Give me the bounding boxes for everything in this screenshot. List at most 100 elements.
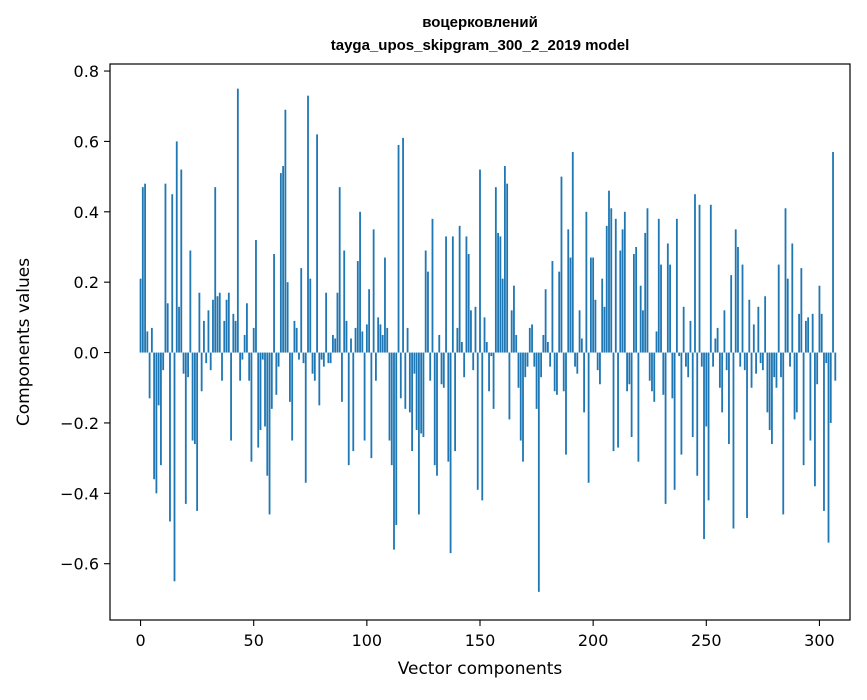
bar (304, 352, 307, 483)
bar (592, 257, 595, 353)
bar (196, 352, 199, 511)
bar (365, 324, 368, 353)
bar (343, 250, 346, 353)
bar (277, 352, 280, 367)
bar (395, 352, 398, 525)
y-tick-label: 0.2 (74, 273, 99, 292)
bar (626, 352, 628, 392)
y-tick-label: 0.6 (74, 132, 99, 151)
bar (725, 352, 728, 371)
bar (795, 352, 798, 413)
bar (632, 254, 635, 353)
bar (282, 166, 285, 353)
bar (662, 352, 665, 395)
bar (644, 232, 647, 353)
bar (687, 352, 690, 378)
bar (798, 313, 800, 353)
bar (417, 352, 420, 515)
bar (279, 173, 282, 353)
bar (820, 313, 823, 353)
bar (313, 352, 316, 381)
bar (465, 236, 468, 353)
bar (368, 289, 371, 353)
x-axis-label: Vector components (398, 659, 563, 679)
bar (700, 352, 703, 367)
bar (619, 250, 622, 353)
bar (225, 299, 228, 353)
bar (728, 352, 730, 445)
bar (216, 296, 219, 353)
bar (562, 352, 565, 392)
bar (150, 327, 153, 353)
bar (492, 352, 495, 409)
bar (646, 208, 649, 353)
bar (614, 218, 617, 353)
bar (612, 352, 615, 452)
bar (146, 331, 149, 353)
bar (508, 352, 511, 420)
y-tick-label: −0.2 (60, 414, 99, 433)
bar (232, 313, 235, 353)
bar (255, 239, 257, 353)
bar (818, 285, 821, 353)
bar (537, 352, 540, 592)
bar (515, 334, 518, 353)
bar (705, 352, 708, 427)
bar (750, 352, 753, 388)
bar (408, 352, 411, 413)
bar (691, 352, 694, 438)
bar (252, 327, 255, 353)
bar (386, 327, 389, 353)
bar (546, 342, 549, 353)
bar (596, 352, 599, 371)
bar (574, 352, 576, 367)
bar (347, 352, 350, 466)
bar (350, 338, 352, 353)
bar (786, 278, 789, 353)
x-tick-label: 250 (691, 631, 722, 650)
bar (741, 264, 744, 353)
bar (694, 194, 696, 353)
bar (388, 352, 391, 441)
x-tick-label: 50 (244, 631, 264, 650)
bar (585, 211, 588, 353)
bar (524, 352, 527, 378)
bar (660, 264, 662, 353)
bar (223, 320, 226, 353)
bar (424, 250, 427, 353)
bar (300, 268, 303, 353)
bar (291, 352, 294, 441)
bar (601, 278, 604, 353)
bar (748, 299, 751, 353)
bar (648, 352, 651, 381)
bar (605, 225, 608, 353)
bar (678, 352, 681, 357)
bar (230, 352, 232, 441)
bar (739, 352, 742, 367)
bar (370, 352, 373, 459)
bar (653, 352, 656, 402)
bar (209, 352, 212, 371)
bar (528, 327, 531, 353)
y-tick-label: −0.4 (60, 484, 99, 503)
bar (743, 352, 746, 371)
bar (178, 306, 180, 353)
x-axis-ticks: 0 50 100 150 200 250 300 (135, 620, 835, 650)
bar (780, 352, 782, 378)
bar (345, 320, 348, 353)
bar (703, 352, 705, 540)
bar (671, 352, 674, 399)
bar (205, 352, 208, 364)
bar (250, 352, 253, 462)
bar (576, 352, 579, 374)
bar (513, 285, 515, 353)
bar (718, 352, 721, 388)
bar (551, 261, 554, 353)
bar (433, 352, 436, 466)
bar (476, 352, 479, 490)
bar (359, 211, 361, 353)
bar (338, 187, 341, 353)
bar (239, 352, 242, 381)
bar (460, 342, 463, 353)
y-tick-label: 0.8 (74, 62, 99, 81)
